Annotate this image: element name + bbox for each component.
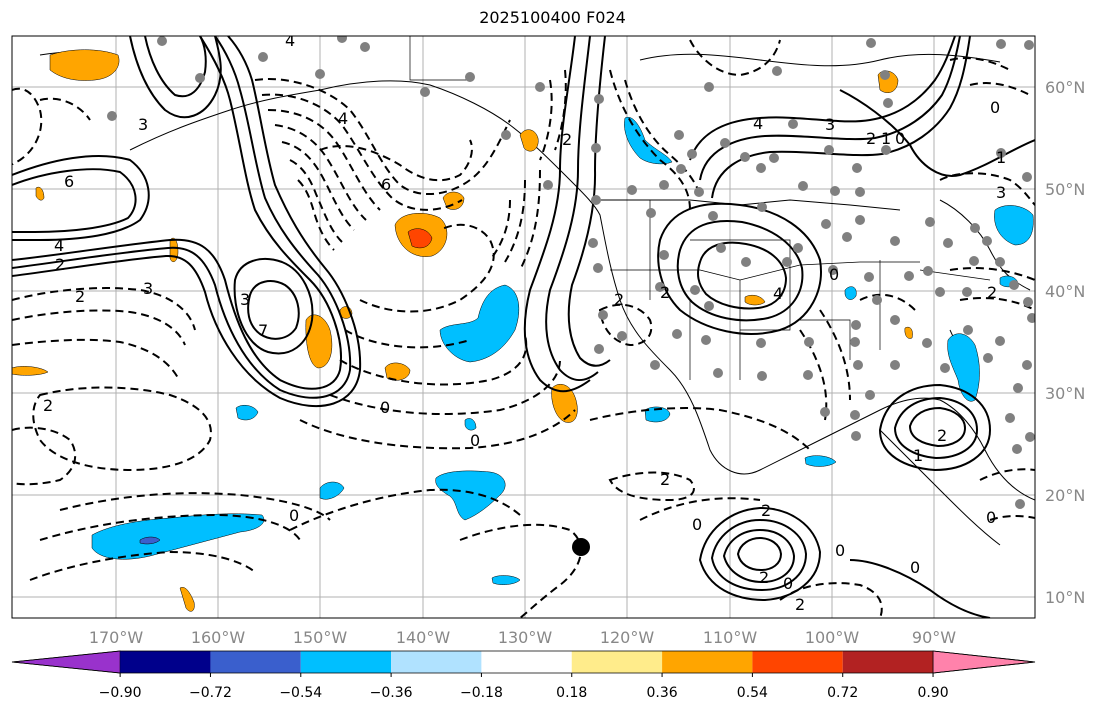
- colorbar: [11, 650, 1036, 674]
- contour-label: 2: [660, 470, 670, 489]
- shaded-positive: [12, 49, 913, 612]
- colorbar-tick-label: 0.36: [646, 685, 677, 701]
- contour-label: 0: [289, 506, 299, 525]
- latitude-tick-label: 40°N: [1045, 282, 1085, 301]
- colorbar-tick-label: −0.18: [460, 685, 503, 701]
- colorbar-segment: [210, 651, 301, 673]
- contour-label: 2: [866, 129, 876, 148]
- colorbar-segment: [752, 651, 843, 673]
- contour-label: 2: [761, 501, 771, 520]
- contour-label: 6: [381, 175, 391, 194]
- latitude-axis: 60°N 50°N 40°N 30°N 20°N 10°N: [1045, 78, 1085, 607]
- colorbar-extend-min: [11, 650, 121, 674]
- longitude-tick-label: 160°W: [191, 628, 246, 647]
- contour-label: 1: [881, 129, 891, 148]
- latitude-tick-label: 50°N: [1045, 180, 1085, 199]
- contour-label: 3: [240, 290, 250, 309]
- contour-label: 3: [138, 115, 148, 134]
- latitude-tick-label: 30°N: [1045, 384, 1085, 403]
- contour-label: 2: [795, 595, 805, 614]
- highlight-point: [572, 538, 590, 556]
- contour-label: 2: [562, 130, 572, 149]
- colorbar-tick-label: 0.18: [556, 685, 587, 701]
- contour-label: 4: [753, 114, 763, 133]
- longitude-tick-label: 90°W: [912, 628, 956, 647]
- contour-label: 3: [825, 115, 835, 134]
- colorbar-segment: [662, 651, 753, 673]
- colorbar-segment: [391, 651, 482, 673]
- colorbar-tick-label: −0.90: [99, 685, 142, 701]
- gridlines: [12, 36, 1035, 618]
- contour-label: 1: [913, 446, 923, 465]
- latitude-tick-label: 60°N: [1045, 78, 1085, 97]
- colorbar-extend-max: [932, 650, 1036, 674]
- contour-label: 0: [990, 98, 1000, 117]
- colorbar-segment: [120, 651, 211, 673]
- colorbar-tick-label: −0.54: [279, 685, 322, 701]
- colorbar-tick-label: −0.36: [370, 685, 413, 701]
- latitude-tick-label: 10°N: [1045, 588, 1085, 607]
- colorbar-segment: [300, 651, 392, 673]
- contour-label: 2: [75, 287, 85, 306]
- contour-label: 0: [910, 558, 920, 577]
- contour-label: 2: [614, 290, 624, 309]
- longitude-tick-label: 170°W: [89, 628, 144, 647]
- contour-label: 2: [987, 283, 997, 302]
- contour-label: 4: [338, 109, 348, 128]
- longitude-axis: 170°W 160°W 150°W 140°W 130°W 120°W 110°…: [89, 628, 956, 647]
- contour-label: 3: [996, 183, 1006, 202]
- colorbar-segment: [842, 651, 934, 673]
- contour-label: 2: [55, 255, 65, 274]
- shaded-negative: [91, 116, 1034, 585]
- contour-label: 0: [986, 508, 996, 527]
- contour-label: 2: [660, 283, 670, 302]
- plot-border: [11, 35, 1036, 619]
- colorbar-tick-label: 0.54: [737, 685, 768, 701]
- contour-label: 0: [783, 574, 793, 593]
- longitude-tick-label: 120°W: [600, 628, 655, 647]
- contour-label: 0: [895, 129, 905, 148]
- contour-label: 4: [54, 236, 64, 255]
- longitude-tick-label: 110°W: [703, 628, 758, 647]
- contour-label: 0: [835, 541, 845, 560]
- contour-label: 4: [773, 284, 783, 303]
- contour-label: 4: [285, 31, 295, 50]
- contour-label: 2: [43, 396, 53, 415]
- map-title: 2025100400 F024: [479, 8, 626, 27]
- longitude-tick-label: 130°W: [498, 628, 553, 647]
- station-markers: [107, 36, 1035, 509]
- contour-label: 7: [258, 321, 268, 340]
- colorbar-segment: [481, 651, 572, 673]
- colorbar-segment: [571, 651, 663, 673]
- latitude-tick-label: 20°N: [1045, 486, 1085, 505]
- colorbar-labels: −0.90 −0.72 −0.54 −0.36 −0.18 0.18 0.36 0.54 0.7…: [99, 673, 949, 701]
- colorbar-tick-label: 0.72: [827, 685, 858, 701]
- dashed-contours: [12, 39, 1035, 618]
- contour-label: 2: [937, 426, 947, 445]
- contour-label: 6: [64, 172, 74, 191]
- longitude-tick-label: 100°W: [805, 628, 860, 647]
- contour-label: 0: [380, 398, 390, 417]
- contour-labels: 4 6 3 4 2 2 3 7 3 6 4 2 0 0 2 2 2 4 3 2 …: [43, 31, 1006, 614]
- contour-label: 2: [759, 568, 769, 587]
- state-borders: [409, 36, 991, 380]
- colorbar-tick-label: −0.72: [189, 685, 232, 701]
- contour-label: 1: [996, 148, 1006, 167]
- contour-label: 0: [470, 431, 480, 450]
- longitude-tick-label: 140°W: [396, 628, 451, 647]
- colorbar-tick-label: 0.90: [917, 685, 948, 701]
- contour-label: 0: [829, 265, 839, 284]
- contour-label: 0: [692, 515, 702, 534]
- contour-label: 3: [143, 279, 153, 298]
- longitude-tick-label: 150°W: [293, 628, 348, 647]
